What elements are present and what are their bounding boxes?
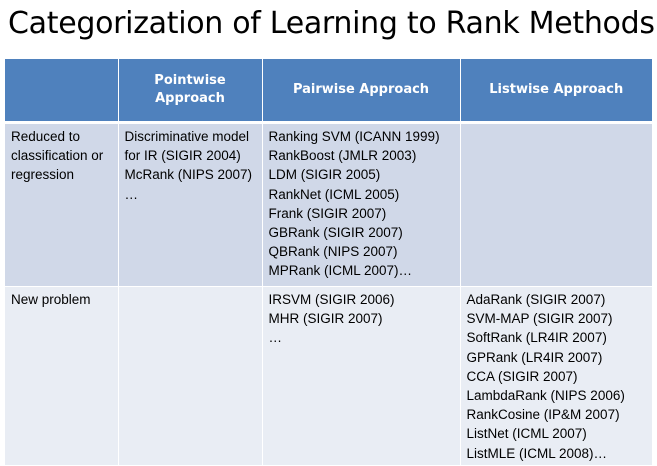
- pairwise-cell: Ranking SVM (ICANN 1999) RankBoost (JMLR…: [262, 122, 461, 287]
- method-entry: ListNet (ICML 2007): [466, 426, 587, 442]
- method-entry: LambdaRank (NIPS 2006): [466, 388, 625, 404]
- method-entry: MPRank (ICML 2007)…: [268, 263, 413, 279]
- pointwise-cell: Discriminative model for IR (SIGIR 2004)…: [118, 122, 263, 287]
- table-row: New problem IRSVM (SIGIR 2006) MHR (SIGI…: [5, 286, 652, 466]
- method-entry: IRSVM (SIGIR 2006): [268, 292, 395, 307]
- listwise-cell: AdaRank (SIGIR 2007) SVM-MAP (SIGIR 2007…: [460, 286, 652, 466]
- method-entry: LDM (SIGIR 2005): [268, 167, 381, 183]
- row-label-cell: New problem: [5, 286, 119, 466]
- header-pointwise-label: Pointwise Approach: [154, 73, 226, 106]
- method-entry: MHR (SIGIR 2007): [268, 311, 383, 327]
- categorization-table: Pointwise Approach Pairwise Approach Lis…: [5, 59, 652, 466]
- slide-title: Categorization of Learning to Rank Metho…: [8, 6, 655, 41]
- method-entry: QBRank (NIPS 2007): [268, 244, 398, 260]
- header-pairwise: Pairwise Approach: [262, 59, 461, 124]
- header-pointwise: Pointwise Approach: [118, 59, 263, 124]
- method-entry: GBRank (SIGIR 2007): [268, 225, 403, 241]
- header-category: [5, 59, 119, 124]
- method-entry: GPRank (LR4IR 2007): [466, 349, 603, 365]
- method-entry: AdaRank (SIGIR 2007): [466, 292, 606, 307]
- method-entry: RankBoost (JMLR 2003): [268, 148, 417, 164]
- method-entry: Frank (SIGIR 2007): [268, 205, 387, 221]
- row-label-cell: Reduced to classification or regression: [5, 122, 119, 287]
- categorization-table-container: Pointwise Approach Pairwise Approach Lis…: [5, 59, 652, 466]
- method-entry: …: [124, 186, 139, 202]
- method-entry: RankNet (ICML 2005): [268, 186, 400, 202]
- method-entry: Discriminative model for IR (SIGIR 2004): [124, 129, 250, 164]
- method-entry: Ranking SVM (ICANN 1999): [268, 129, 440, 144]
- table-header-row: Pointwise Approach Pairwise Approach Lis…: [5, 59, 652, 124]
- row-label: New problem: [11, 292, 91, 307]
- method-entry: McRank (NIPS 2007): [124, 167, 253, 183]
- table-row: Reduced to classification or regression …: [5, 122, 652, 287]
- method-entry: CCA (SIGIR 2007): [466, 368, 578, 384]
- method-entry: SVM-MAP (SIGIR 2007): [466, 311, 613, 327]
- method-entry: SoftRank (LR4IR 2007): [466, 330, 607, 346]
- pairwise-cell: IRSVM (SIGIR 2006) MHR (SIGIR 2007) …: [262, 286, 461, 466]
- method-entry: ListMLE (ICML 2008)…: [466, 445, 608, 461]
- pointwise-cell: [118, 286, 263, 466]
- method-entry: …: [268, 330, 283, 346]
- method-entry: RankCosine (IP&M 2007): [466, 407, 620, 423]
- header-listwise: Listwise Approach: [460, 59, 652, 124]
- row-label: Reduced to classification or regression: [11, 129, 104, 183]
- listwise-cell: [460, 122, 652, 287]
